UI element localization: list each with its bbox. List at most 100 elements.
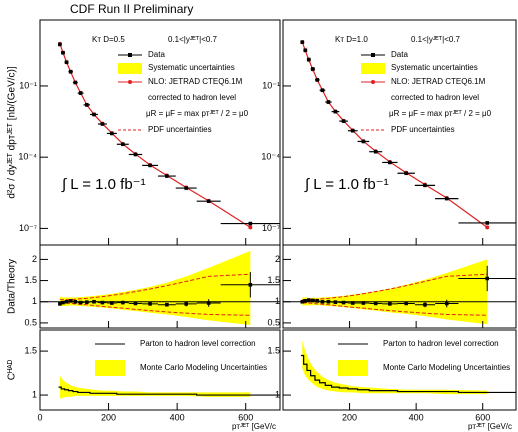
y-tick-label: 1.5: [24, 345, 37, 355]
data-point: [78, 300, 83, 305]
data-point: [300, 40, 305, 44]
y-tick-label: 0.5: [24, 317, 37, 327]
legend-label: PDF uncertainties: [148, 125, 212, 134]
lumi-label: ∫ L = 1.0 fb⁻¹: [61, 176, 146, 193]
data-point: [73, 299, 78, 304]
data-point: [361, 301, 366, 305]
legend-label: Systematic uncertainties: [148, 63, 235, 72]
data-point: [133, 301, 138, 306]
data-point: [326, 100, 331, 104]
data-point: [306, 57, 311, 62]
data-point: [310, 67, 315, 71]
x-tick-label: 0: [37, 412, 42, 422]
jet-label: Kᴛ D=0.5: [92, 35, 125, 44]
theory-point: [248, 225, 253, 230]
legend-note: μR = μF = max pᴛᴶᴱᵀ / 2 = μ0: [389, 109, 492, 118]
legend-label: Parton to hadron level correction: [383, 339, 499, 348]
rapidity-label: 0.1<|yᴶᴱᵀ|<0.7: [411, 35, 461, 44]
lumi-label: ∫ L = 1.0 fb⁻¹: [304, 176, 389, 193]
data-point: [388, 302, 392, 306]
data-point: [333, 109, 338, 114]
data-point: [315, 299, 320, 303]
data-point: [64, 299, 69, 304]
legend-swatch: [361, 63, 385, 74]
correction-step: [300, 354, 516, 394]
pdf-line: [302, 302, 488, 316]
legend-label: Monte Carlo Modeling Uncertainties: [383, 363, 510, 372]
data-point: [326, 299, 331, 304]
y-tick-label: 1.5: [267, 345, 280, 355]
legend-label: Data: [148, 50, 165, 59]
data-point: [306, 298, 311, 302]
y-tick-label: 10⁻¹: [19, 80, 37, 90]
legend-marker: [371, 80, 375, 84]
data-point: [85, 300, 89, 304]
legend-label: Parton to hadron level correction: [140, 339, 256, 348]
legend-marker: [128, 80, 132, 84]
y-tick-label: 10⁻¹: [262, 80, 280, 90]
data-point: [121, 142, 125, 147]
data-point: [350, 128, 355, 133]
data-point: [361, 139, 366, 144]
data-point: [320, 299, 325, 304]
legend-label: NLO: JETRAD CTEQ6.1M: [148, 77, 243, 86]
data-point: [300, 299, 305, 304]
data-point: [485, 221, 490, 225]
legend-label: Systematic uncertainties: [391, 63, 478, 72]
data-point: [341, 300, 346, 305]
y-tick-label: 2: [32, 254, 37, 264]
y-tick-label: 10⁻⁷: [19, 223, 37, 233]
data-point: [404, 301, 408, 306]
jet-label: Kᴛ D=1.0: [335, 35, 368, 44]
data-point: [333, 300, 338, 304]
data-point: [404, 171, 408, 176]
data-point: [248, 283, 253, 287]
data-point: [133, 152, 138, 157]
legend-label: Data: [391, 50, 408, 59]
y-tick-label: 1: [32, 389, 37, 399]
legend-label: Monte Carlo Modeling Uncertainties: [140, 363, 267, 372]
data-point: [350, 301, 355, 305]
data-point: [61, 300, 65, 305]
data-point: [206, 301, 211, 305]
y-tick-label: 10⁻⁴: [18, 152, 37, 162]
panel-frame: [39, 244, 281, 329]
data-point: [444, 196, 449, 201]
data-point: [148, 302, 152, 306]
x-tick-label: 200: [101, 412, 116, 422]
y-tick-label: 1.5: [24, 275, 37, 285]
x-tick-label: 400: [409, 412, 424, 422]
data-point: [485, 276, 490, 281]
data-point: [92, 112, 96, 117]
x-axis-label: pᴛᴶᴱᵀ [GeV/c: [468, 422, 512, 431]
chart-title: CDF Run II Preliminary: [70, 2, 193, 16]
legend-label: PDF uncertainties: [391, 125, 455, 134]
data-point: [100, 300, 105, 305]
data-point: [68, 299, 73, 303]
data-point: [92, 299, 96, 304]
data-point: [100, 122, 105, 126]
legend-marker: [128, 53, 132, 57]
data-point: [85, 103, 89, 107]
data-point: [78, 91, 83, 95]
systematic-band: [302, 259, 488, 325]
data-point: [121, 300, 125, 305]
legend-marker: [371, 53, 375, 57]
y-tick-label: 1: [275, 389, 280, 399]
y-tick-label: 0.5: [267, 317, 280, 327]
data-point: [303, 48, 308, 53]
y-tick-label: 10⁻⁷: [262, 223, 280, 233]
legend-note: μR = μF = max pᴛᴶᴱᵀ / 2 = μ0: [146, 109, 249, 118]
legend-note: corrected to hadron level: [148, 93, 236, 102]
data-point: [110, 301, 114, 305]
theory-point: [485, 225, 490, 230]
legend-note: corrected to hadron level: [391, 93, 479, 102]
data-point: [341, 119, 346, 123]
data-point: [184, 302, 189, 306]
data-point: [315, 78, 320, 82]
x-axis-label: pᴛᴶᴱᵀ [GeV/c: [232, 422, 276, 431]
data-point: [303, 299, 308, 303]
y-tick-label: 1.5: [267, 275, 280, 285]
data-point: [444, 301, 449, 306]
